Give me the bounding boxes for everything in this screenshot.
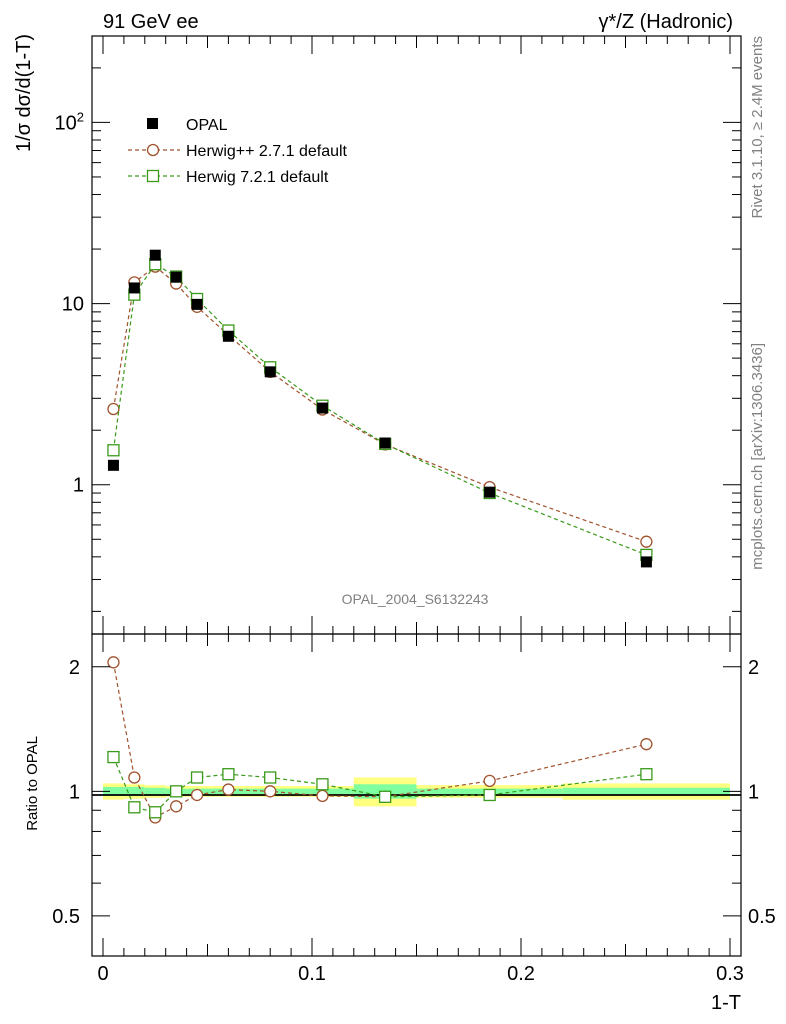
ratio-point-1: [264, 771, 277, 784]
ratio-xtick-label: 0.1: [298, 963, 326, 985]
analysis-tag: OPAL_2004_S6132243: [342, 591, 489, 607]
ratio-ylabel: Ratio to OPAL: [24, 736, 41, 831]
mcplots-label: mcplots.cern.ch [arXiv:1306.3436]: [749, 343, 766, 570]
header-left: 91 GeV ee: [103, 11, 199, 33]
header-right: γ*/Z (Hadronic): [599, 11, 733, 33]
ratio-series: [107, 656, 653, 824]
data-point-0: [191, 298, 203, 310]
data-point-1: [640, 535, 653, 548]
ratio-point-1: [316, 778, 329, 791]
ratio-point-0: [640, 738, 653, 751]
ratio-point-0: [190, 788, 204, 802]
legend-herwig7-marker: [146, 169, 160, 183]
ratio-xtick-label: 0: [97, 963, 108, 985]
ratio-ytick-label-right: 0.5: [748, 906, 776, 928]
legend: OPAL Herwig++ 2.7.1 default Herwig 7.2.1…: [128, 117, 348, 186]
ratio-ytick-label-left: 1: [69, 781, 80, 803]
ratio-xtick-label: 0.2: [507, 963, 535, 985]
ratio-point-1: [128, 801, 141, 814]
data-point-0: [128, 282, 140, 294]
data-point-0: [379, 437, 391, 449]
ratio-point-0: [169, 800, 183, 813]
data-point-0: [316, 402, 328, 414]
ratio-ytick-label-right: 1: [748, 781, 759, 803]
ratio-xtick-label: 0.3: [716, 963, 744, 985]
ratio-point-1: [378, 790, 392, 803]
data-point-1: [107, 402, 120, 416]
main-ytick-label: 102: [55, 109, 84, 134]
rivet-label: Rivet 3.1.10, ≥ 2.4M events: [749, 36, 766, 219]
main-ytick-label: 10: [62, 294, 84, 316]
ratio-point-0: [264, 785, 277, 798]
data-point-0: [107, 459, 119, 471]
legend-opal-marker: [147, 118, 158, 129]
main-ylabel: 1/σ dσ/d(1-T): [13, 34, 35, 152]
ratio-panel: 0 0.1 0.2 0.3 0.5 0.5 1 1 2 2 Ratio to OPAL 1-T: [24, 633, 776, 1014]
ratio-ytick-label-left: 0.5: [52, 906, 80, 928]
ratio-point-1: [169, 785, 183, 798]
ratio-point-1: [640, 768, 653, 781]
ratio-point-0: [128, 771, 141, 784]
legend-herwig7-label: Herwig 7.2.1 default: [186, 169, 329, 186]
series-line-2: [112, 263, 647, 556]
legend-herwigpp-marker: [146, 143, 160, 157]
legend-herwigpp-label: Herwig++ 2.7.1 default: [186, 143, 348, 160]
uncertainty-band-inner: [562, 787, 730, 795]
uncertainty-band-inner: [144, 787, 166, 795]
data-point-0: [484, 486, 496, 498]
uncertainty-band-inner: [123, 786, 145, 796]
ratio-point-0: [483, 774, 496, 788]
ratio-ticks: 0 0.1 0.2 0.3 0.5 0.5 1 1 2 2: [52, 634, 776, 985]
ratio-point-0: [222, 783, 235, 796]
data-point-0: [640, 556, 652, 568]
ratio-point-0: [316, 789, 329, 803]
ratio-ytick-label-left: 2: [69, 657, 80, 679]
data-point-0: [149, 249, 161, 261]
ratio-point-1: [190, 771, 204, 784]
main-series: [107, 249, 653, 568]
data-point-2: [107, 444, 120, 457]
ratio-ytick-label-right: 2: [748, 657, 759, 679]
data-point-0: [264, 366, 276, 378]
ratio-point-1: [222, 768, 235, 781]
ratio-point-1: [149, 806, 162, 819]
data-point-0: [170, 271, 182, 283]
legend-opal-label: OPAL: [186, 117, 228, 134]
uncertainty-band-inner: [103, 786, 124, 796]
ratio-xlabel: 1-T: [711, 992, 741, 1014]
ratio-point-1: [107, 750, 120, 764]
ratio-point-1: [483, 788, 496, 802]
main-ytick-label: 1: [73, 475, 84, 497]
data-point-0: [222, 330, 234, 342]
ratio-point-0: [107, 656, 120, 669]
